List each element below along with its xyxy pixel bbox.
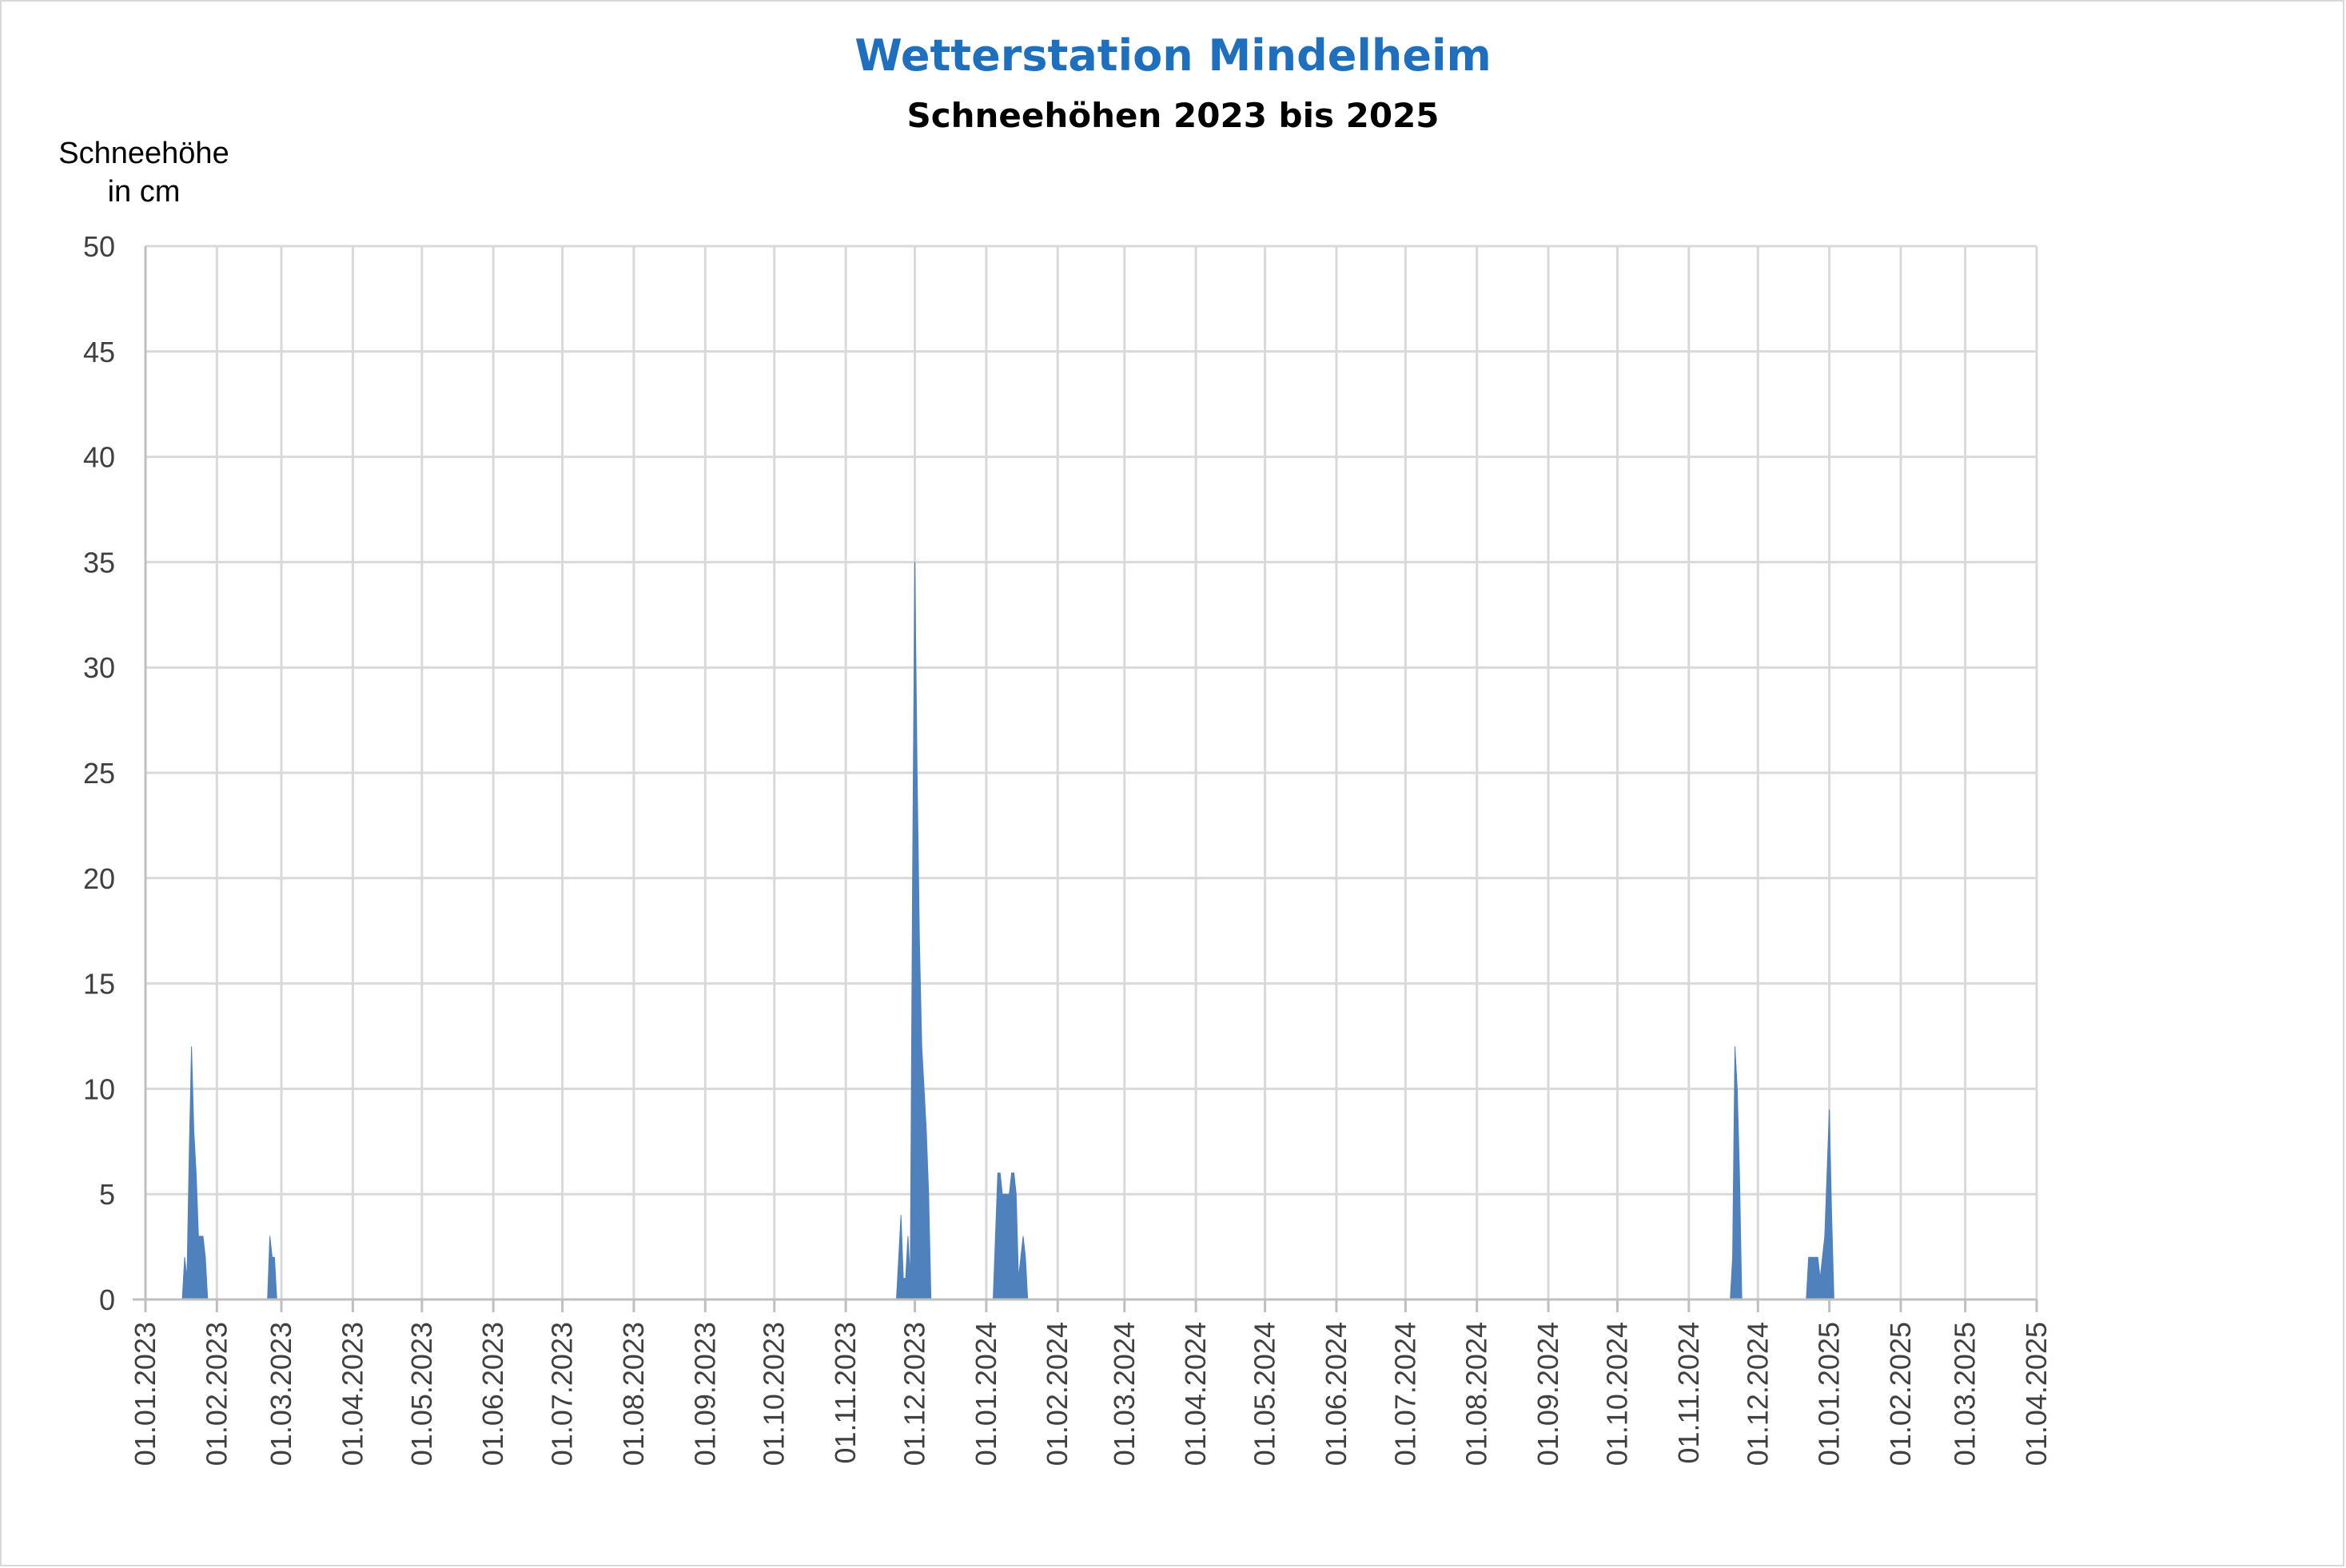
x-tick-label: 01.05.2024: [1249, 1322, 1281, 1466]
x-tick-label: 01.07.2024: [1388, 1322, 1421, 1466]
x-tick-label: 01.04.2023: [336, 1322, 368, 1466]
chart-subtitle: Schneehöhen 2023 bis 2025: [906, 96, 1440, 135]
x-tick-label: 01.02.2023: [200, 1322, 233, 1466]
x-tick-label: 01.03.2023: [265, 1322, 297, 1466]
x-tick-label: 01.02.2025: [1884, 1322, 1917, 1466]
y-tick-label: 40: [83, 441, 115, 474]
x-gridlines: [215, 246, 2038, 1299]
y-tick-label: 50: [83, 230, 115, 263]
x-tick-label: 01.12.2023: [898, 1322, 931, 1466]
y-axis-label-line-1: Schneehöhe: [58, 137, 229, 170]
y-tick-label: 5: [99, 1178, 115, 1211]
y-tick-labels: 0 5 10 15 20 25 30 35 40 45 50: [83, 230, 115, 1316]
y-tick-label: 45: [83, 336, 115, 368]
y-tick-label: 30: [83, 651, 115, 684]
y-gridlines: [145, 245, 2037, 1196]
y-tick-label: 25: [83, 757, 115, 790]
x-tick-label: 01.06.2024: [1320, 1322, 1352, 1466]
x-tick-label: 01.04.2024: [1179, 1322, 1212, 1466]
x-tick-label: 01.01.2025: [1813, 1322, 1846, 1466]
x-tick-label: 01.11.2024: [1672, 1322, 1705, 1464]
x-tick-label: 01.10.2023: [758, 1322, 791, 1466]
y-tick-label: 0: [99, 1283, 115, 1316]
x-tick-label: 01.11.2023: [829, 1322, 862, 1464]
y-tick-label: 35: [83, 546, 115, 579]
axes: [133, 246, 2038, 1312]
series-area: [181, 561, 1834, 1300]
x-tick-label: 01.01.2024: [970, 1322, 1002, 1466]
x-tick-label: 01.01.2023: [129, 1322, 161, 1466]
chart-title: Wetterstation Mindelheim: [854, 30, 1492, 81]
x-tick-label: 01.08.2024: [1460, 1322, 1493, 1466]
x-tick-label: 01.12.2024: [1741, 1322, 1774, 1466]
y-tick-label: 15: [83, 968, 115, 1001]
y-axis-label-line-2: in cm: [107, 175, 181, 209]
y-tick-label: 10: [83, 1073, 115, 1105]
x-tick-label: 01.08.2023: [617, 1322, 650, 1466]
x-tick-label: 01.06.2023: [476, 1322, 509, 1466]
x-tick-label: 01.07.2023: [546, 1322, 579, 1466]
y-axis-label: Schneehöhe in cm: [24, 134, 264, 211]
x-tick-label: 01.04.2025: [2020, 1322, 2053, 1466]
x-tick-label: 01.05.2023: [405, 1322, 438, 1466]
x-tick-label: 01.03.2024: [1108, 1322, 1141, 1466]
x-tick-label: 01.09.2023: [688, 1322, 721, 1466]
snow-depth-area: [181, 561, 1834, 1300]
x-tick-label: 01.10.2024: [1601, 1322, 1634, 1466]
x-tick-label: 01.03.2025: [1949, 1322, 1982, 1466]
x-tick-label: 01.09.2024: [1531, 1322, 1564, 1466]
y-tick-label: 20: [83, 862, 115, 895]
x-tick-label: 01.02.2024: [1041, 1322, 1073, 1466]
x-tick-labels: 01.01.2023 01.02.2023 01.03.2023 01.04.2023…: [129, 1322, 2053, 1466]
